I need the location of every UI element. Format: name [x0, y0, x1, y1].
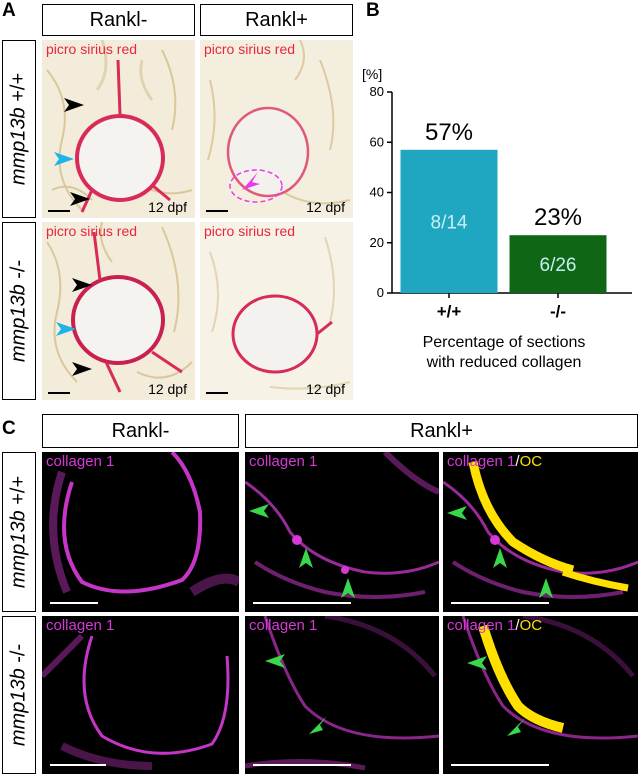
y-tick-label: 20 — [370, 235, 384, 250]
bar-chart: 0 20 40 60 80 57% 8/14 +/+ 23% 6/26 -/- — [370, 84, 632, 321]
x-tick-label: -/- — [550, 302, 566, 321]
magenta-arrowhead-icon — [242, 172, 260, 190]
bar-0 — [400, 149, 498, 293]
green-arrowhead-icon — [265, 654, 285, 668]
col-header-c-rankl-pos: Rankl+ — [245, 414, 638, 448]
fluorescence-c-mut-rankl-pos: collagen 1 — [245, 616, 439, 774]
panel-letter-b: B — [366, 0, 380, 21]
stain-label: collagen 1 — [46, 617, 115, 634]
scale-bar — [253, 602, 351, 604]
micrograph-a-wt-rankl-pos: picro sirius red 12 dpf — [200, 40, 353, 218]
age-label: 12 dpf — [148, 199, 187, 215]
scale-bar — [206, 210, 228, 212]
stain-label: collagen 1 — [249, 617, 318, 634]
scale-bar — [206, 392, 228, 394]
oc-part: OC — [519, 453, 543, 470]
col-header-a-rankl-neg: Rankl- — [42, 4, 195, 36]
scale-bar — [50, 764, 106, 766]
label-separator: / — [515, 617, 520, 634]
gene-name: mmp13b — [7, 668, 30, 747]
panel-letter-c: C — [2, 418, 16, 439]
chart-caption: Percentage of sections with reduced coll… — [366, 333, 642, 373]
oc-part: OC — [519, 617, 543, 634]
green-arrowhead-icon — [299, 548, 313, 568]
scale-bar — [48, 392, 70, 394]
genotype: +/+ — [7, 475, 30, 511]
label-separator: / — [515, 453, 520, 470]
fluorescence-c-mut-merge: collagen 1/OC — [443, 616, 638, 774]
caption-line-1: Percentage of sections — [422, 334, 586, 351]
stain-label: picro sirius red — [46, 223, 138, 239]
green-arrowhead-icon — [507, 718, 525, 736]
black-arrowhead-icon — [64, 98, 84, 112]
row-header-c-mut: mmp13b -/- — [2, 616, 36, 774]
y-tick-label: 40 — [370, 185, 384, 200]
collagen-part: collagen 1 — [447, 453, 516, 470]
stain-label: picro sirius red — [204, 223, 296, 239]
green-arrowhead-icon — [539, 578, 553, 598]
bar-inner-label: 6/26 — [540, 255, 577, 276]
scale-bar — [451, 764, 549, 766]
row-header-a-mut: mmp13b -/- — [2, 222, 36, 400]
green-arrowhead-icon — [249, 504, 269, 518]
green-arrowhead-icon — [341, 578, 355, 598]
col-header-a-rankl-pos: Rankl+ — [200, 4, 353, 36]
green-arrowhead-icon — [493, 548, 507, 568]
row-header-c-wt: mmp13b +/+ — [2, 452, 36, 612]
y-tick-label: 80 — [370, 84, 384, 99]
micrograph-a-mut-rankl-neg: picro sirius red 12 dpf — [42, 222, 195, 400]
collagen-part: collagen 1 — [447, 617, 516, 634]
caption-line-2: with reduced collagen — [426, 354, 582, 371]
bar-value-label: 23% — [534, 204, 582, 231]
blue-arrowhead-icon — [56, 322, 76, 336]
stain-label: collagen 1 — [46, 453, 115, 470]
row-header-a-wt: mmp13b +/+ — [2, 40, 36, 218]
y-unit-label: [%] — [362, 66, 383, 82]
black-arrowhead-icon — [70, 192, 90, 206]
green-arrowhead-icon — [309, 716, 327, 734]
genotype: -/- — [7, 643, 30, 669]
gene-name: mmp13b — [7, 510, 30, 589]
fluorescence-c-wt-rankl-pos: collagen 1 — [245, 452, 439, 612]
bar-inner-label: 8/14 — [431, 212, 468, 233]
age-label: 12 dpf — [306, 381, 345, 397]
col-header-c-rankl-neg: Rankl- — [42, 414, 239, 448]
stain-label: collagen 1 — [249, 453, 318, 470]
stain-label: picro sirius red — [204, 41, 296, 57]
x-tick-label: +/+ — [437, 302, 462, 321]
green-arrowhead-icon — [467, 656, 487, 670]
panel-letter-a: A — [2, 0, 16, 21]
micrograph-a-mut-rankl-pos: picro sirius red 12 dpf — [200, 222, 353, 400]
green-arrowhead-icon — [447, 506, 467, 520]
micrograph-a-wt-rankl-neg: picro sirius red 12 dpf — [42, 40, 195, 218]
y-tick-label: 60 — [370, 134, 384, 149]
blue-arrowhead-icon — [54, 152, 74, 166]
y-tick-label: 0 — [377, 285, 384, 300]
scale-bar — [50, 602, 98, 604]
black-arrowhead-icon — [72, 362, 92, 376]
bar-value-label: 57% — [425, 119, 473, 146]
black-arrowhead-icon — [72, 278, 92, 292]
fluorescence-c-wt-rankl-neg: collagen 1 — [42, 452, 239, 612]
age-label: 12 dpf — [148, 381, 187, 397]
stain-label: collagen 1/OC — [447, 617, 542, 634]
age-label: 12 dpf — [306, 199, 345, 215]
stain-label: collagen 1/OC — [447, 453, 542, 470]
stain-label: picro sirius red — [46, 41, 138, 57]
scale-bar — [48, 210, 70, 212]
scale-bar — [451, 602, 549, 604]
bar-chart-svg: 0 20 40 60 80 57% 8/14 +/+ 23% 6/26 -/- — [370, 84, 632, 321]
scale-bar — [253, 764, 351, 766]
bar-1 — [509, 235, 607, 293]
fluorescence-c-wt-merge: collagen 1/OC — [443, 452, 638, 612]
fluorescence-c-mut-rankl-neg: collagen 1 — [42, 616, 239, 774]
